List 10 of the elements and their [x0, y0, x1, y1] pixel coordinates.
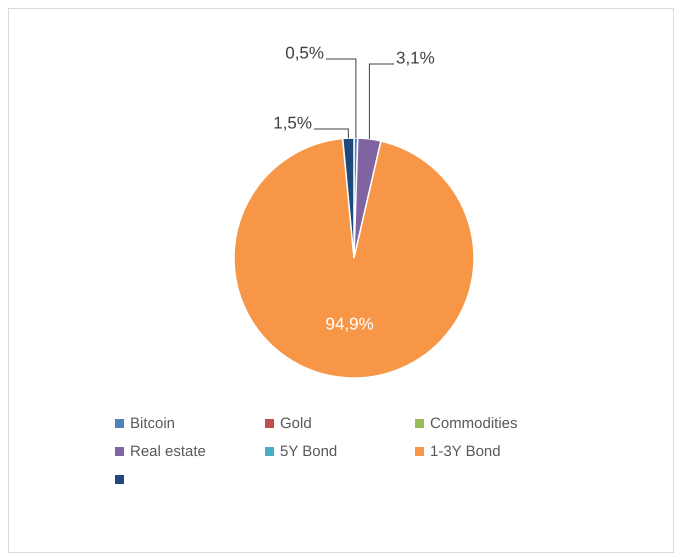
legend-label: Bitcoin	[130, 414, 176, 432]
data-label: 94,9%	[326, 314, 374, 334]
data-label: 1,5%	[273, 114, 312, 132]
legend-label: Gold	[280, 414, 312, 432]
legend-label: 5Y Bond	[280, 442, 338, 460]
data-label: 0,5%	[285, 44, 324, 62]
data-label: 3,1%	[396, 48, 435, 68]
legend-label: Real estate	[130, 442, 206, 460]
legend-label: 1-3Y Bond	[430, 442, 501, 460]
legend-label: Commodities	[430, 414, 518, 432]
